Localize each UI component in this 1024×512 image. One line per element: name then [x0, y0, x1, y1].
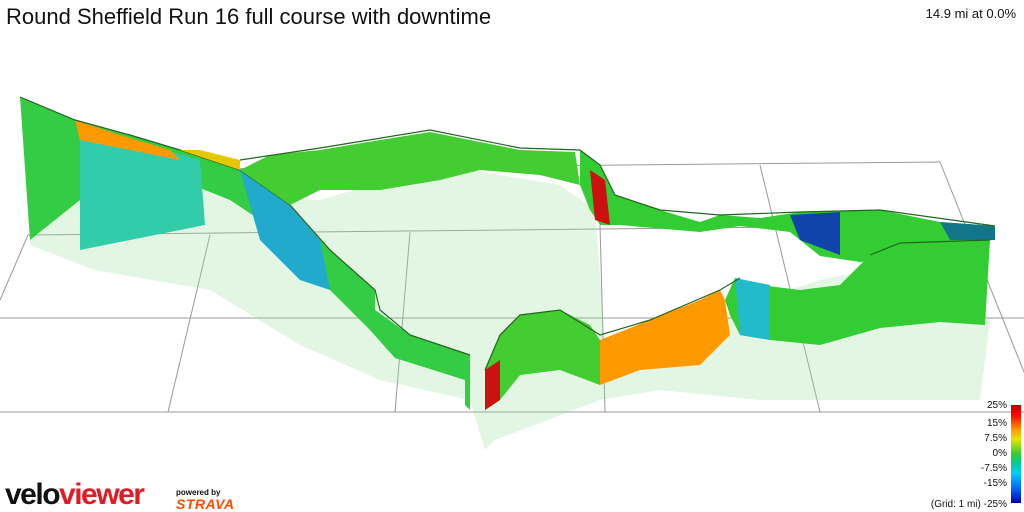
legend-footer: (Grid: 1 mi) -25% [931, 499, 1007, 510]
distance-gradient-readout: 14.9 mi at 0.0% [925, 6, 1016, 21]
logo-part-velo: velo [5, 478, 61, 511]
legend-label-neg-25: -25% [983, 499, 1007, 510]
legend-label-15: 15% [986, 418, 1007, 429]
powered-by-label: powered by [176, 488, 221, 497]
veloviewer-logo[interactable]: veloviewer [5, 478, 145, 512]
legend-label-0: 0% [992, 448, 1007, 459]
gradient-color-scale [1011, 405, 1021, 503]
legend-label-25: 25% [986, 400, 1007, 411]
legend-label-neg-7-5: -7.5% [980, 463, 1007, 474]
strava-logo[interactable]: STRAVA [176, 496, 235, 512]
logo-part-viewer: viewer [59, 478, 145, 511]
grid-note: (Grid: 1 mi) [930, 499, 981, 510]
legend-label-7-5: 7.5% [984, 433, 1007, 444]
page-title: Round Sheffield Run 16 full course with … [6, 4, 492, 29]
elevation-wall [19, 96, 996, 410]
legend-label-neg-15: -15% [983, 478, 1007, 489]
